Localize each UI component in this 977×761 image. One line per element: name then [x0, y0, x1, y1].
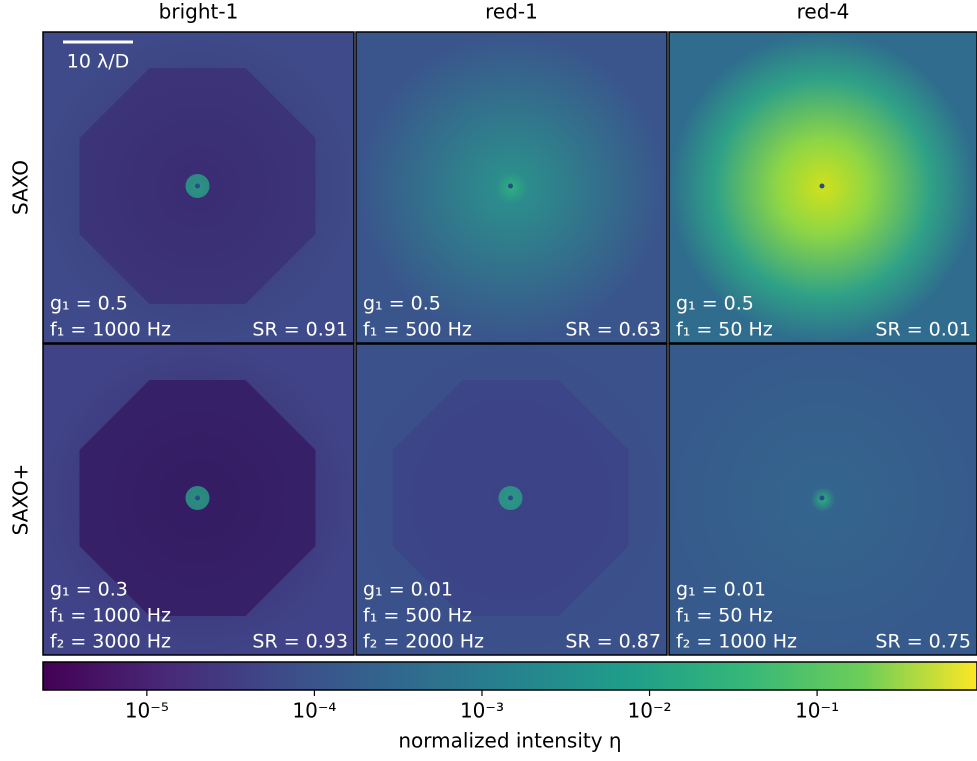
colorbar-tick-label: 10⁻² [628, 699, 672, 723]
colorbar [42, 661, 977, 691]
panel-frame [668, 31, 977, 344]
scale-bar-label: 10 λ/D [67, 51, 130, 73]
psf-center [819, 495, 825, 501]
strehl-ratio: SR = 0.93 [252, 631, 348, 653]
panel-parameter: f₁ = 1000 Hz [50, 605, 171, 627]
psf-center [508, 183, 513, 189]
panel-parameter: f₁ = 500 Hz [363, 319, 472, 341]
psf-center [195, 495, 200, 501]
panel-frame [42, 31, 355, 344]
panels: g₁ = 0.5 f₁ = 1000 Hz SR = 0.91 g₁ = 0.5 f₁ … [42, 31, 977, 656]
panel-parameter: g₁ = 0.5 [363, 293, 441, 315]
psf-center [819, 183, 825, 189]
panel-parameter: f₁ = 50 Hz [676, 605, 773, 627]
panel-frame [355, 31, 668, 344]
strehl-ratio: SR = 0.75 [875, 631, 971, 653]
colorbar-tick-label: 10⁻⁵ [125, 699, 169, 723]
panel-parameter: g₁ = 0.5 [676, 293, 754, 315]
panel-parameter: g₁ = 0.5 [50, 293, 128, 315]
panel-parameter: f₁ = 1000 Hz [50, 319, 171, 341]
column-title: bright-1 [159, 0, 239, 24]
strehl-ratio: SR = 0.63 [565, 319, 661, 341]
panel-frame [355, 343, 668, 656]
panel-frame [42, 343, 355, 656]
panel-parameter: f₂ = 1000 Hz [676, 631, 797, 653]
panel-parameter: g₁ = 0.01 [676, 579, 766, 601]
panel-parameter: f₁ = 50 Hz [676, 319, 773, 341]
panel-parameter: f₂ = 3000 Hz [50, 631, 171, 653]
panel-parameter: f₁ = 500 Hz [363, 605, 472, 627]
colorbar-label: normalized intensity η [398, 729, 621, 753]
strehl-ratio: SR = 0.87 [565, 631, 661, 653]
colorbar-tick-label: 10⁻⁴ [292, 699, 336, 723]
colorbar-tick-label: 10⁻³ [460, 699, 504, 723]
strehl-ratio: SR = 0.91 [252, 319, 348, 341]
psf-center [508, 495, 513, 501]
column-title: red-4 [797, 0, 850, 24]
colorbar-tick-label: 10⁻¹ [795, 699, 839, 723]
column-title: red-1 [485, 0, 538, 24]
panel-parameter: f₂ = 2000 Hz [363, 631, 484, 653]
psf-center [195, 183, 200, 189]
panel-parameter: g₁ = 0.3 [50, 579, 128, 601]
row-title: SAXO [9, 160, 33, 215]
panel-frame [668, 343, 977, 656]
panel-parameter: g₁ = 0.01 [363, 579, 453, 601]
row-title: SAXO+ [9, 464, 33, 536]
strehl-ratio: SR = 0.01 [875, 319, 971, 341]
